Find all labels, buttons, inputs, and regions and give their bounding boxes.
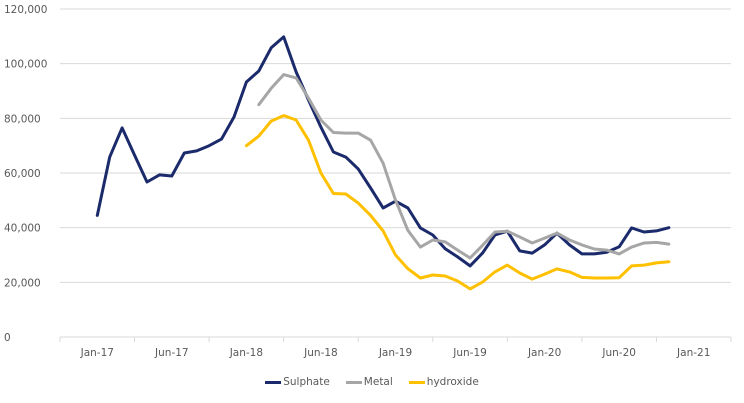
x-tick-label: Jan-21	[676, 347, 710, 359]
legend-item-hydroxide[interactable]: hydroxide	[408, 376, 479, 388]
x-axis: Jan-17 Jun-17 Jan-18 Jun-18 Jan-19 Jun-19 Jan-…	[59, 336, 732, 359]
x-tick-label: Jun-20	[601, 347, 636, 359]
series-line-sulphate	[95, 35, 671, 268]
legend-swatch-hydroxide	[408, 380, 425, 384]
x-tick-label: Jan-18	[229, 347, 263, 359]
legend: Sulphate Metal hydroxide	[0, 374, 744, 390]
legend-item-metal[interactable]: Metal	[345, 376, 393, 388]
x-tick-label: Jan-19	[378, 347, 412, 359]
series-line-hydroxide	[244, 114, 671, 291]
y-tick-label: 120,000	[4, 4, 47, 16]
y-axis: 0 20,000 40,000 60,000 80,000 100,000 120,000	[4, 4, 47, 344]
x-tick-label: Jun-18	[303, 347, 338, 359]
y-tick-label: 80,000	[4, 113, 41, 125]
x-tick-label: Jan-17	[80, 347, 114, 359]
legend-item-sulphate[interactable]: Sulphate	[265, 376, 330, 388]
y-tick-label: 0	[4, 332, 11, 344]
legend-swatch-sulphate	[265, 380, 282, 384]
gridlines	[60, 8, 731, 283]
series-points-metal	[259, 75, 669, 259]
legend-label-metal: Metal	[363, 376, 393, 388]
x-tick-label: Jun-19	[452, 347, 487, 359]
series-lines	[95, 35, 671, 291]
x-tick-label: Jan-20	[527, 347, 561, 359]
x-tick-label: Jun-17	[154, 347, 189, 359]
y-tick-label: 60,000	[4, 168, 41, 180]
y-tick-label: 20,000	[4, 277, 41, 289]
legend-label-sulphate: Sulphate	[283, 376, 330, 388]
y-tick-label: 40,000	[4, 223, 41, 235]
series-line-metal	[257, 73, 671, 260]
legend-label-hydroxide: hydroxide	[426, 376, 479, 388]
y-tick-label: 100,000	[4, 59, 47, 71]
legend-swatch-metal	[345, 380, 362, 384]
